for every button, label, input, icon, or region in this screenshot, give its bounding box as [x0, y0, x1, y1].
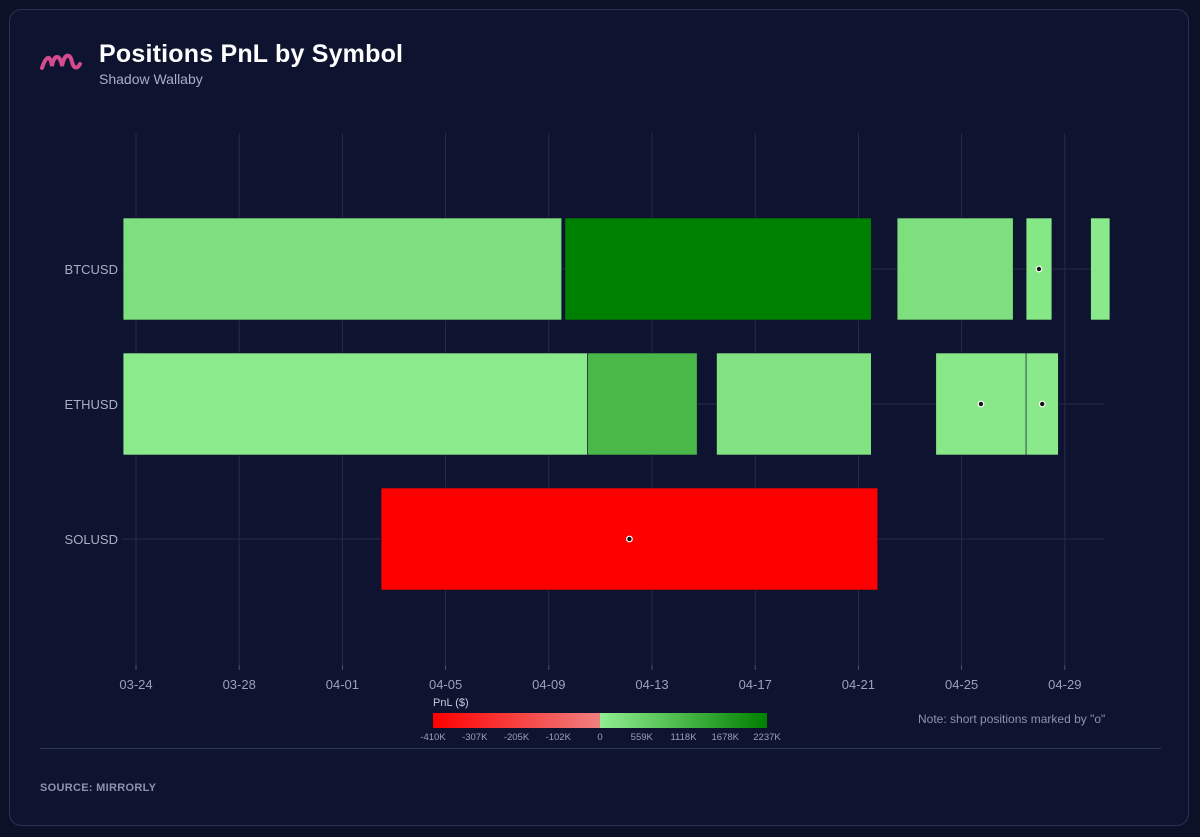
position-bar	[122, 352, 588, 456]
colorbar-tick-label: 1118K	[670, 732, 697, 743]
short-position-marker	[626, 535, 633, 543]
short-position-marker	[1035, 265, 1043, 273]
x-tick-label: 04-13	[635, 677, 668, 692]
x-tick-label: 04-05	[429, 677, 462, 692]
x-tick-label: 03-24	[119, 677, 152, 692]
colorbar-tick-label: -205K	[504, 732, 530, 743]
position-bar	[122, 217, 563, 321]
x-tick-label: 04-29	[1048, 677, 1081, 692]
colorbar-title: PnL ($)	[433, 697, 469, 709]
page-title: Positions PnL by Symbol	[99, 40, 404, 68]
x-tick-label: 03-28	[223, 677, 256, 692]
position-bar	[716, 352, 872, 456]
position-bar	[587, 352, 698, 456]
y-category-label: BTCUSD	[65, 262, 118, 277]
footer-divider	[40, 748, 1161, 749]
brand-logo-icon	[40, 53, 82, 70]
y-category-label: ETHUSD	[65, 397, 118, 412]
x-tick-label: 04-21	[842, 677, 875, 692]
x-tick-label: 04-01	[326, 677, 359, 692]
colorbar-positive	[600, 713, 767, 728]
position-bar	[1090, 217, 1111, 321]
colorbar-tick-label: 2237K	[753, 732, 781, 743]
colorbar-tick-label: 559K	[631, 732, 654, 743]
position-bar	[564, 217, 872, 321]
source-label: SOURCE: MIRRORLY	[40, 782, 157, 794]
page-subtitle: Shadow Wallaby	[99, 71, 203, 87]
short-positions-note: Note: short positions marked by "o"	[918, 712, 1106, 726]
colorbar-tick-label: -307K	[462, 732, 488, 743]
colorbar-tick-label: -410K	[420, 732, 446, 743]
colorbar-tick-label: 1678K	[712, 732, 740, 743]
x-tick-label: 04-25	[945, 677, 978, 692]
position-bar	[896, 217, 1014, 321]
x-tick-label: 04-17	[739, 677, 772, 692]
colorbar-tick-label: -102K	[546, 732, 572, 743]
y-category-label: SOLUSD	[65, 532, 118, 547]
colorbar-negative	[433, 713, 600, 728]
short-position-marker	[977, 400, 985, 408]
colorbar-tick-label: 0	[597, 732, 602, 743]
x-tick-label: 04-09	[532, 677, 565, 692]
short-position-marker	[1038, 400, 1046, 408]
pnl-timeline-chart: 03-24 03-28 04-01 04-05 04-09 04-13 04-17 04-21…	[65, 133, 1111, 743]
